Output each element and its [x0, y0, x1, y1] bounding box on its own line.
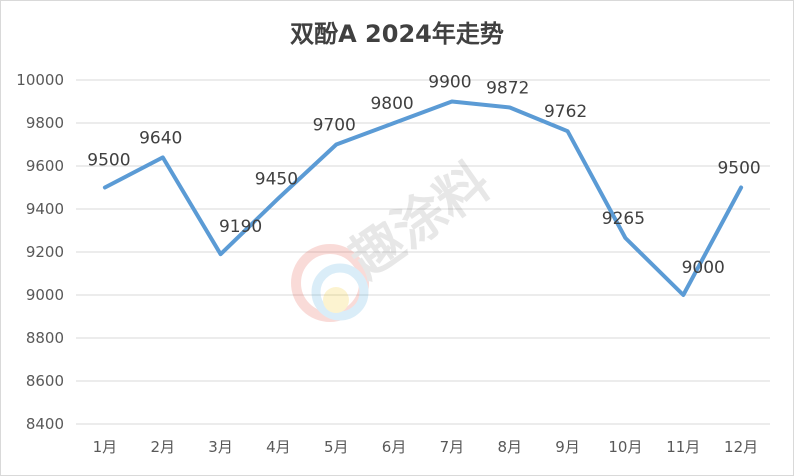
data-label: 9640 — [139, 128, 182, 148]
y-axis-ticks: 8400 8600 8800 9000 9200 9400 9600 9800 10000 — [16, 71, 64, 433]
y-tick-label: 9800 — [26, 114, 64, 132]
data-label: 9700 — [313, 116, 356, 136]
series-line-path — [102, 99, 744, 297]
data-labels: 9500 9640 9190 9450 9700 9800 9900 9872 9762 9265… — [87, 73, 760, 279]
x-tick-label: 8月 — [497, 438, 522, 456]
x-tick-label: 6月 — [382, 438, 407, 456]
x-tick-label: 10月 — [608, 438, 642, 456]
data-label: 9900 — [428, 73, 471, 93]
y-tick-label: 8800 — [26, 329, 64, 347]
y-tick-label: 8400 — [26, 415, 64, 433]
x-tick-label: 4月 — [266, 438, 291, 456]
y-tick-label: 9600 — [26, 157, 64, 175]
data-label: 9762 — [544, 102, 587, 122]
y-tick-label: 8600 — [26, 372, 64, 390]
data-label: 9500 — [717, 159, 760, 179]
x-tick-label: 11月 — [666, 438, 700, 456]
x-tick-label: 12月 — [724, 438, 758, 456]
chart-title: 双酚A 2024年走势 — [290, 20, 504, 48]
data-label: 9800 — [370, 94, 413, 114]
x-tick-label: 3月 — [208, 438, 233, 456]
data-label: 9500 — [87, 151, 130, 171]
x-tick-label: 1月 — [93, 438, 118, 456]
x-tick-label: 9月 — [555, 438, 580, 456]
data-label: 9450 — [255, 169, 298, 189]
y-tick-label: 9000 — [26, 286, 64, 304]
y-tick-label: 10000 — [16, 71, 64, 89]
data-label: 9190 — [219, 217, 262, 237]
data-label: 9000 — [682, 258, 725, 278]
y-tick-label: 9200 — [26, 243, 64, 261]
series-line — [102, 99, 744, 297]
x-axis-ticks: 1月 2月 3月 4月 5月 6月 7月 8月 9月 10月 11月 12月 — [93, 438, 758, 456]
x-tick-label: 7月 — [440, 438, 465, 456]
data-label: 9265 — [602, 209, 645, 229]
y-tick-label: 9400 — [26, 200, 64, 218]
data-label: 9872 — [486, 79, 529, 99]
x-tick-label: 2月 — [150, 438, 175, 456]
watermark-text: 趣涂料 — [339, 152, 501, 291]
x-tick-label: 5月 — [324, 438, 349, 456]
watermark-logo: 趣涂料 — [291, 152, 501, 322]
